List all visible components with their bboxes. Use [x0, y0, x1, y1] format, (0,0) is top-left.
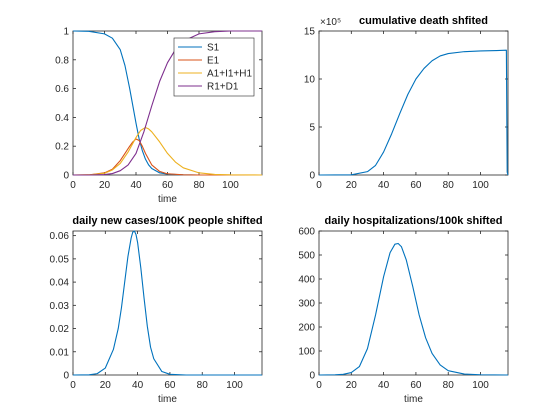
legend-entry: S1 — [207, 43, 220, 54]
y-tick-label: 400 — [298, 275, 315, 286]
x-axis-label: time — [158, 194, 177, 205]
x-tick-label: 80 — [193, 180, 205, 191]
y-tick-label: 0.02 — [50, 324, 70, 335]
chart-2: 0 20 40 60 80 100 0 5 10 15 ×10⁵ cumulative death s… — [304, 15, 509, 191]
y-tick-label: 0.2 — [55, 142, 69, 153]
x-tick-label: 0 — [70, 180, 76, 191]
chart-title: cumulative death shfited — [359, 15, 488, 27]
x-tick-label: 20 — [346, 380, 358, 391]
y-tick-label: 0.4 — [55, 113, 69, 124]
legend: S1 E1 A1+I1+H1 R1+D1 — [173, 37, 255, 97]
y-tick-label: 0.06 — [50, 231, 70, 242]
y-tick-label: 0 — [63, 371, 69, 382]
x-axis-label: time — [404, 394, 423, 405]
x-tick-label: 60 — [162, 180, 174, 191]
x-tick-label: 20 — [100, 380, 112, 391]
y-tick-label: 0.05 — [50, 254, 70, 265]
y-exponent-label: ×10⁵ — [320, 17, 341, 28]
x-tick-label: 80 — [197, 380, 209, 391]
y-tick-label: 100 — [298, 347, 315, 358]
y-tick-label: 5 — [309, 123, 315, 134]
chart-title: daily new cases/100K people shifted — [72, 215, 262, 227]
y-tick-label: 300 — [298, 299, 315, 310]
series-line-1 — [72, 230, 262, 376]
x-tick-label: 20 — [346, 180, 358, 191]
y-tick-label: 0.01 — [50, 347, 70, 358]
y-tick-label: 1 — [63, 27, 69, 38]
x-tick-label: 100 — [472, 380, 489, 391]
y-tick-label: 0.03 — [50, 301, 70, 312]
x-tick-label: 60 — [410, 180, 422, 191]
series-line-1 — [318, 49, 509, 176]
x-tick-label: 100 — [222, 180, 239, 191]
x-tick-label: 40 — [378, 380, 390, 391]
chart-3: 0 20 40 60 80 100 0 0.01 0.02 0.03 0.04 0.05 0.06dai… — [50, 215, 263, 405]
x-tick-label: 60 — [410, 380, 422, 391]
series-line-e1 — [72, 138, 262, 176]
chart-1: 0 20 40 60 80 100 0 0.2 0.4 0.6 0.8 1 time S1 E1 A1+I1+… — [55, 27, 263, 205]
x-tick-label: 0 — [316, 380, 322, 391]
y-tick-label: 10 — [304, 75, 316, 86]
x-tick-label: 40 — [378, 180, 390, 191]
legend-entry: A1+I1+H1 — [207, 69, 252, 80]
y-tick-label: 0 — [309, 171, 315, 182]
y-tick-label: 0 — [63, 171, 69, 182]
y-tick-label: 0.04 — [50, 278, 70, 289]
x-tick-label: 80 — [443, 180, 455, 191]
y-tick-label: 0.8 — [55, 55, 69, 66]
x-tick-label: 0 — [70, 380, 76, 391]
series-line-1 — [318, 242, 509, 376]
series-line-r1-d1 — [73, 30, 262, 176]
legend-entry: E1 — [207, 56, 220, 67]
axes-box — [318, 230, 509, 376]
legend-entry: R1+D1 — [207, 82, 239, 93]
y-tick-label: 15 — [304, 27, 316, 38]
axes-box — [318, 30, 509, 176]
chart-4: 0 20 40 60 80 100 0 100 200 300 400 500 600 daily hos… — [298, 215, 509, 405]
x-tick-label: 40 — [130, 180, 142, 191]
y-tick-label: 0.6 — [55, 84, 69, 95]
x-tick-label: 100 — [472, 180, 489, 191]
y-tick-label: 200 — [298, 323, 315, 334]
x-tick-label: 0 — [316, 180, 322, 191]
x-tick-label: 80 — [443, 380, 455, 391]
y-tick-label: 600 — [298, 227, 315, 238]
axes-box — [72, 230, 263, 376]
x-tick-label: 100 — [226, 380, 243, 391]
x-axis-label: time — [158, 394, 177, 405]
x-tick-label: 60 — [164, 380, 176, 391]
x-tick-label: 40 — [132, 380, 144, 391]
chart-title: daily hospitalizations/100k shifted — [325, 215, 503, 227]
y-tick-label: 0 — [309, 371, 315, 382]
y-tick-label: 500 — [298, 251, 315, 262]
x-tick-label: 20 — [99, 180, 111, 191]
series-line-a1-i1-h1 — [72, 126, 263, 176]
